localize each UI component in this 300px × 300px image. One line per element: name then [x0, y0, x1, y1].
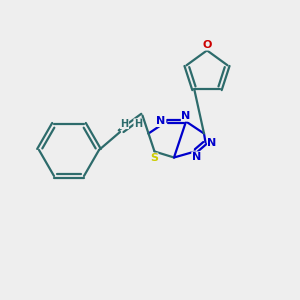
Text: N: N [192, 152, 201, 162]
Text: N: N [157, 116, 166, 127]
Text: H: H [120, 118, 129, 129]
Text: O: O [202, 40, 212, 50]
Text: S: S [150, 153, 158, 163]
Text: H: H [134, 119, 142, 129]
Text: N: N [208, 137, 217, 148]
Text: N: N [182, 111, 190, 121]
